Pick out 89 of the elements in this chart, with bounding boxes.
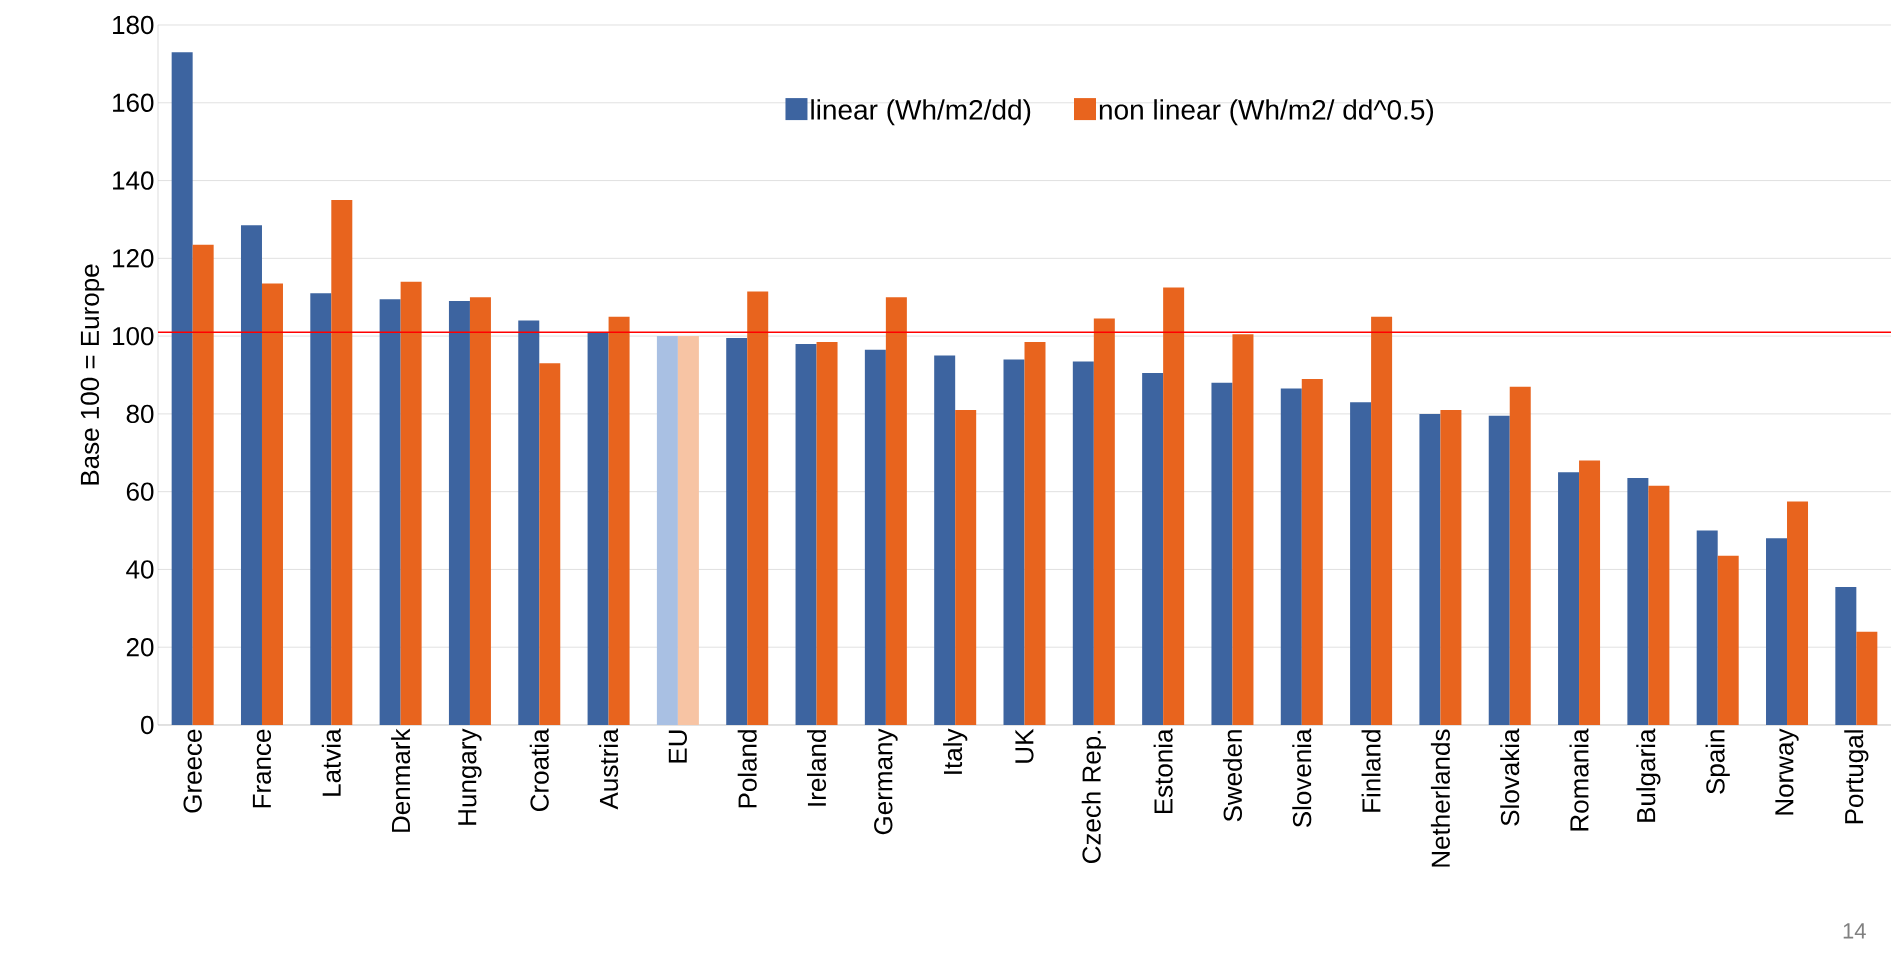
bar xyxy=(331,200,353,725)
bar xyxy=(379,299,401,725)
bar xyxy=(469,297,491,725)
x-tick-label: Bulgaria xyxy=(1636,728,1661,822)
bar xyxy=(955,410,977,725)
bar xyxy=(1856,631,1878,725)
y-tick-label: 160 xyxy=(113,93,154,112)
x-tick-label: Spain xyxy=(1705,730,1730,794)
y-tick-label: 120 xyxy=(113,249,154,268)
x-tick-label: Italy xyxy=(943,728,968,774)
bar xyxy=(1488,415,1510,725)
bar xyxy=(864,349,886,725)
y-tick-label: 60 xyxy=(126,482,154,501)
bar xyxy=(587,332,609,725)
y-tick-label: 140 xyxy=(113,171,154,190)
bar xyxy=(1835,586,1857,725)
bar xyxy=(1509,386,1531,725)
bar xyxy=(885,297,907,725)
bar xyxy=(1696,530,1718,725)
bar xyxy=(1232,334,1254,725)
x-tick-label: France xyxy=(252,729,272,808)
bar xyxy=(310,293,332,725)
bar xyxy=(1648,485,1670,725)
bar xyxy=(1717,555,1739,725)
bar xyxy=(1142,373,1164,725)
x-tick-label: Denmark xyxy=(391,728,411,832)
x-tick-label: Slovenia xyxy=(1292,728,1312,828)
bar xyxy=(1766,538,1788,725)
bar xyxy=(726,338,748,725)
bar xyxy=(1093,318,1115,725)
legend-label: non linear (Wh/m2/ dd^0.5) xyxy=(1099,99,1434,126)
y-axis-title: Base 100 = Europe xyxy=(80,264,105,485)
x-tick-label: Netherlands xyxy=(1430,729,1450,867)
x-tick-label: Finland xyxy=(1361,730,1381,812)
bar xyxy=(1787,501,1809,725)
bar xyxy=(816,341,838,725)
x-tick-label: Germany xyxy=(874,728,898,835)
x-tick-label: Poland xyxy=(737,730,757,808)
bar xyxy=(677,336,699,725)
x-tick-label: Czech Rep. xyxy=(1081,730,1106,864)
x-tick-label: UK xyxy=(1015,728,1034,763)
bar xyxy=(539,363,561,725)
bar xyxy=(1579,460,1601,725)
x-tick-label: Slovakia xyxy=(1500,728,1520,826)
bar xyxy=(747,291,769,725)
text: 14 xyxy=(1843,923,1866,939)
y-tick-label: 40 xyxy=(126,560,154,579)
bar xyxy=(1627,478,1649,725)
bar xyxy=(1072,361,1094,725)
x-tick-label: Croatia xyxy=(529,728,549,812)
bar xyxy=(1558,472,1580,725)
bar xyxy=(1163,287,1185,725)
bar xyxy=(1003,359,1025,725)
bar xyxy=(448,301,470,725)
bar xyxy=(1211,382,1233,725)
bar xyxy=(1280,388,1302,725)
bar xyxy=(1024,341,1046,725)
bar xyxy=(518,320,540,725)
x-tick-label: Austria xyxy=(599,728,619,810)
bar xyxy=(934,355,956,725)
bar xyxy=(1419,413,1441,725)
x-tick-label: Latvia xyxy=(321,728,341,796)
bar xyxy=(608,316,630,725)
bar xyxy=(795,343,817,725)
x-tick-label: Greece xyxy=(183,729,202,813)
legend-label: linear (Wh/m2/dd) xyxy=(811,99,1031,126)
y-tick-label: 180 xyxy=(113,15,154,35)
bar xyxy=(171,52,193,725)
x-tick-label: Sweden xyxy=(1222,730,1242,822)
x-tick-label: Norway xyxy=(1775,728,1799,815)
x-tick-label: Hungary xyxy=(458,728,482,825)
bar xyxy=(1350,402,1372,725)
bar xyxy=(656,336,678,725)
y-tick-label: 80 xyxy=(126,404,154,424)
bar xyxy=(1301,378,1323,725)
bar xyxy=(192,244,214,725)
bar xyxy=(1440,410,1462,725)
y-tick-label: 20 xyxy=(126,638,154,657)
x-tick-label: Ireland xyxy=(807,730,827,806)
bar xyxy=(240,225,262,725)
bar xyxy=(400,281,422,725)
y-tick-label: 0 xyxy=(141,715,154,735)
x-tick-label: EU xyxy=(668,730,687,763)
bar xyxy=(261,283,283,725)
bar xyxy=(1371,316,1393,725)
x-tick-label: Estonia xyxy=(1153,728,1173,814)
x-tick-label: Romania xyxy=(1569,728,1589,831)
x-tick-label: Portugal xyxy=(1844,730,1869,824)
y-tick-label: 100 xyxy=(113,326,154,346)
